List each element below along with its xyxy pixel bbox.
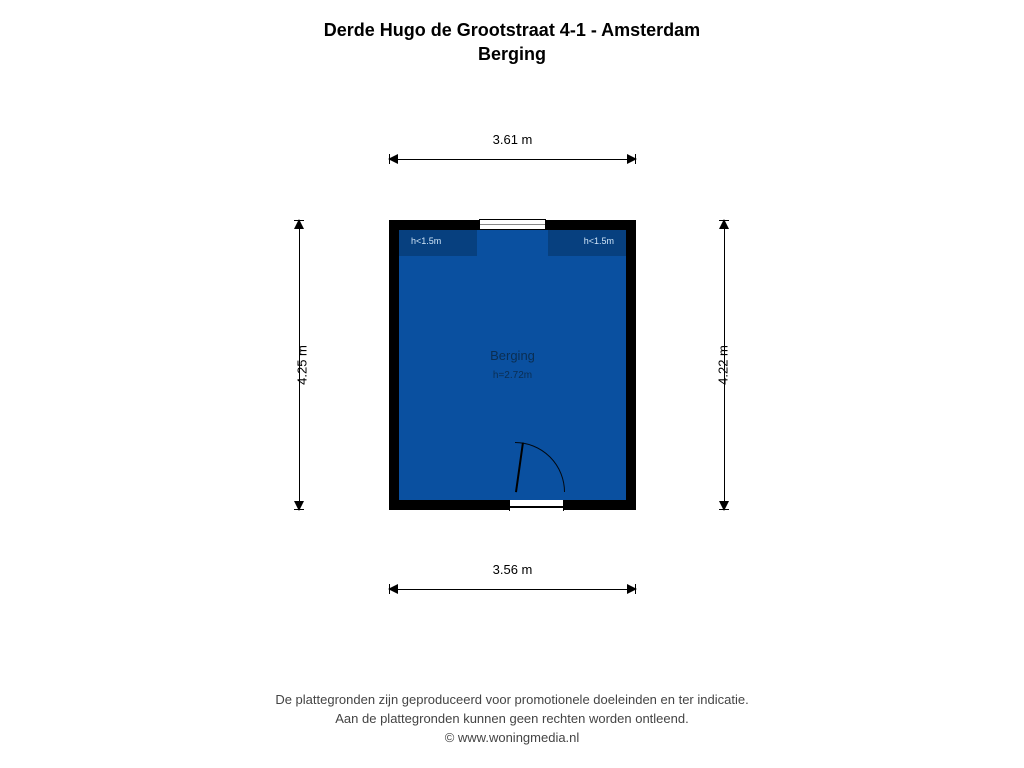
dimension-bottom: 3.56 m [389, 580, 636, 600]
disclaimer-line-2: Aan de plattegronden kunnen geen rechten… [0, 710, 1024, 729]
floor-plan: 3.61 m 3.56 m 4.25 m 4.22 m h<1.5m h<1.5… [0, 120, 1024, 680]
door-swing [515, 442, 565, 492]
room-name-label: Berging [399, 348, 626, 363]
title-address: Derde Hugo de Grootstraat 4-1 - Amsterda… [0, 18, 1024, 42]
copyright: © www.woningmedia.nl [0, 729, 1024, 748]
room-height-label: h=2.72m [399, 370, 626, 381]
disclaimer: De plattegronden zijn geproduceerd voor … [0, 691, 1024, 748]
window-icon [479, 219, 546, 230]
dimension-left-value: 4.25 m [294, 345, 309, 385]
low-headroom-label-right: h<1.5m [584, 236, 614, 246]
dimension-bottom-value: 3.56 m [389, 562, 636, 577]
low-headroom-label-left: h<1.5m [411, 236, 441, 246]
door-icon [509, 500, 564, 511]
dimension-right: 4.22 m [715, 220, 735, 510]
dimension-right-value: 4.22 m [716, 345, 731, 385]
title-floor: Berging [0, 42, 1024, 66]
dimension-top-value: 3.61 m [389, 132, 636, 147]
dimension-top: 3.61 m [389, 150, 636, 170]
title-block: Derde Hugo de Grootstraat 4-1 - Amsterda… [0, 18, 1024, 67]
disclaimer-line-1: De plattegronden zijn geproduceerd voor … [0, 691, 1024, 710]
dimension-left: 4.25 m [290, 220, 310, 510]
room-berging: h<1.5m h<1.5m Berging h=2.72m [389, 220, 636, 510]
room-interior: h<1.5m h<1.5m Berging h=2.72m [399, 230, 626, 500]
